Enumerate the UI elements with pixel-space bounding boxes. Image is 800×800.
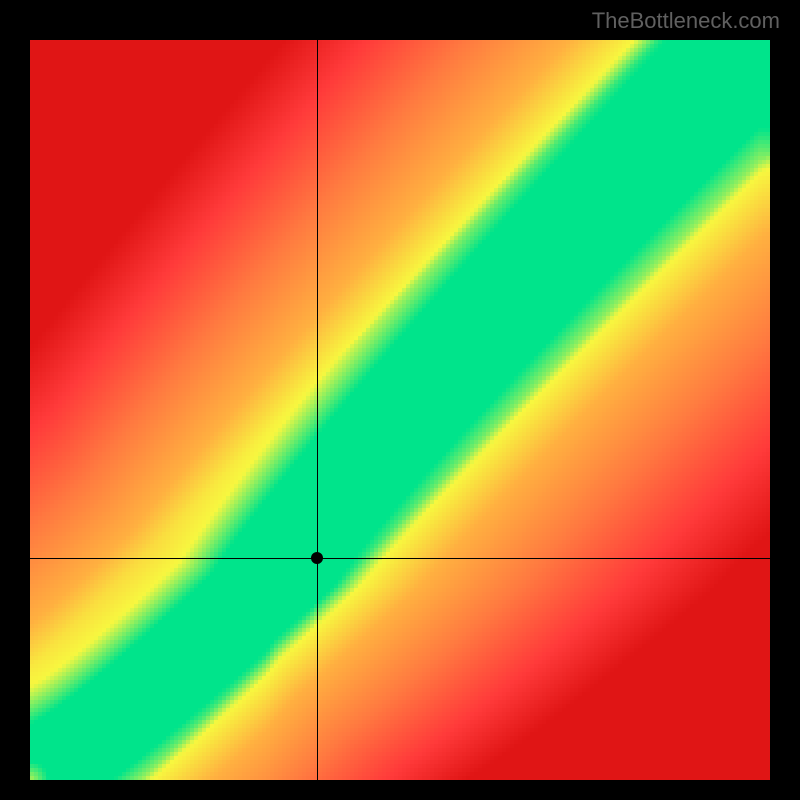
selected-point-marker <box>311 552 323 564</box>
crosshair-vertical <box>317 40 318 780</box>
watermark-text: TheBottleneck.com <box>592 8 780 34</box>
heatmap-canvas <box>30 40 770 780</box>
crosshair-horizontal <box>30 558 770 559</box>
bottleneck-heatmap <box>30 40 770 780</box>
